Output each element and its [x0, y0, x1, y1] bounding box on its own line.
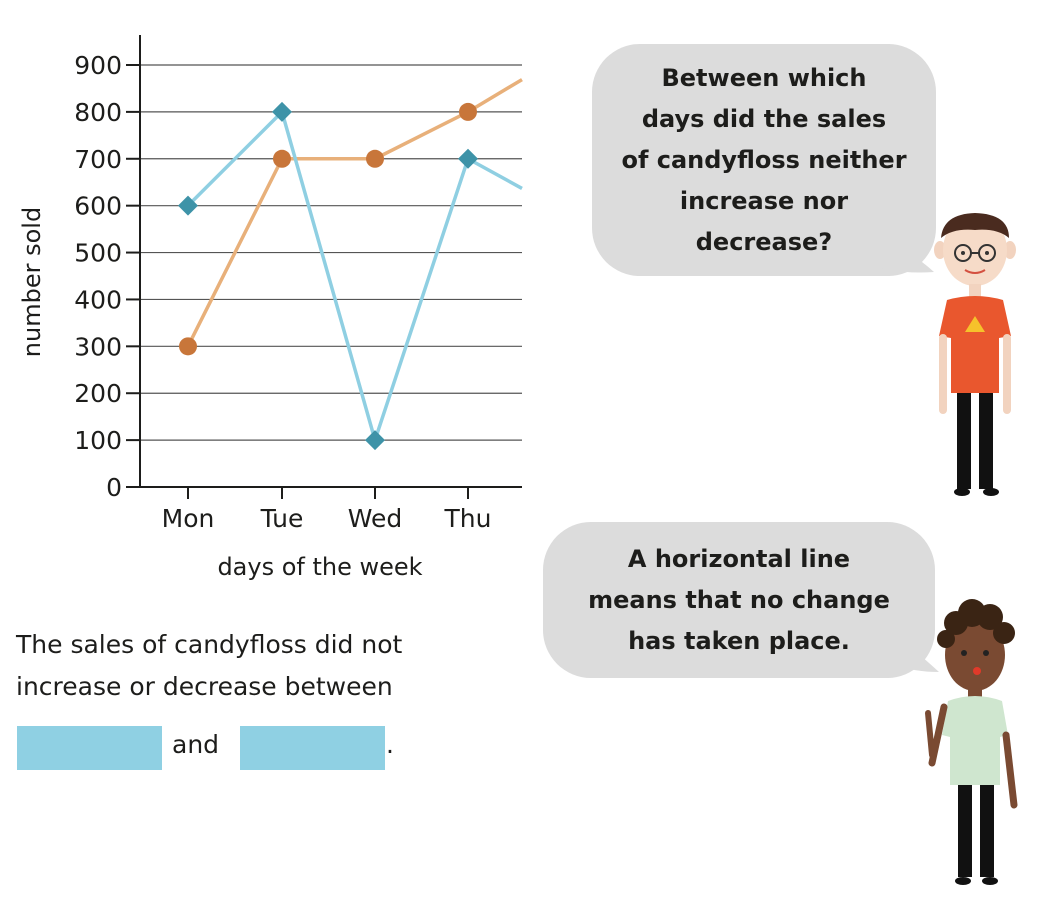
grid-layer	[140, 64, 522, 441]
series-1-point	[178, 195, 198, 216]
x-tick-label: Mon	[162, 504, 215, 533]
and-text: and	[172, 730, 220, 759]
y-tick-label: 500	[74, 239, 122, 268]
series-1-point	[458, 148, 478, 169]
series-0-point	[459, 102, 477, 121]
question-bubble-text: Between which days did the sales of cand…	[621, 63, 907, 256]
character-boy-glasses	[934, 213, 1016, 496]
chart-svg: 0 100 200 300 400 500 600 700 800 900 Mon Tue Wed Thu…	[18, 35, 523, 581]
series-0-point	[273, 149, 291, 168]
series-0-point	[179, 337, 197, 356]
bubble-tail	[880, 240, 934, 273]
character-boy-curly-hair	[925, 599, 1018, 885]
bubble-tail	[895, 635, 939, 672]
y-tick-label: 900	[74, 51, 122, 80]
x-axis-title: days of the week	[217, 553, 422, 581]
answer-box-second-day[interactable]	[240, 726, 385, 770]
answer-box-first-day[interactable]	[17, 726, 162, 770]
series-layer	[178, 78, 523, 451]
series-0-point	[366, 149, 384, 168]
hint-speech-bubble: A horizontal line means that no change h…	[543, 522, 935, 678]
x-tick-label: Thu	[444, 504, 492, 533]
hint-bubble-text: A horizontal line means that no change h…	[588, 544, 890, 655]
y-tick-label: 400	[74, 285, 122, 314]
y-tick-label: 200	[74, 379, 122, 408]
y-tick-label: 800	[74, 98, 122, 127]
y-tick-label: 700	[74, 145, 122, 174]
y-tick-label: 100	[74, 426, 122, 455]
question-speech-bubble: Between which days did the sales of cand…	[592, 44, 936, 276]
series-1-point	[272, 101, 292, 122]
axis-layer: 0 100 200 300 400 500 600 700 800 900 Mon Tue Wed Thu	[74, 35, 522, 533]
exercise-text: The sales of candyfloss did not increase…	[16, 630, 403, 701]
period-text: .	[386, 730, 394, 759]
y-tick-label: 600	[74, 192, 122, 221]
series-1-point	[365, 430, 385, 451]
x-tick-label: Tue	[260, 504, 304, 533]
x-tick-label: Wed	[348, 504, 403, 533]
line-chart: 0 100 200 300 400 500 600 700 800 900 Mon Tue Wed Thu…	[0, 0, 540, 600]
y-tick-label: 300	[74, 332, 122, 361]
y-axis-title: number sold	[18, 207, 46, 357]
y-tick-label: 0	[106, 473, 122, 502]
